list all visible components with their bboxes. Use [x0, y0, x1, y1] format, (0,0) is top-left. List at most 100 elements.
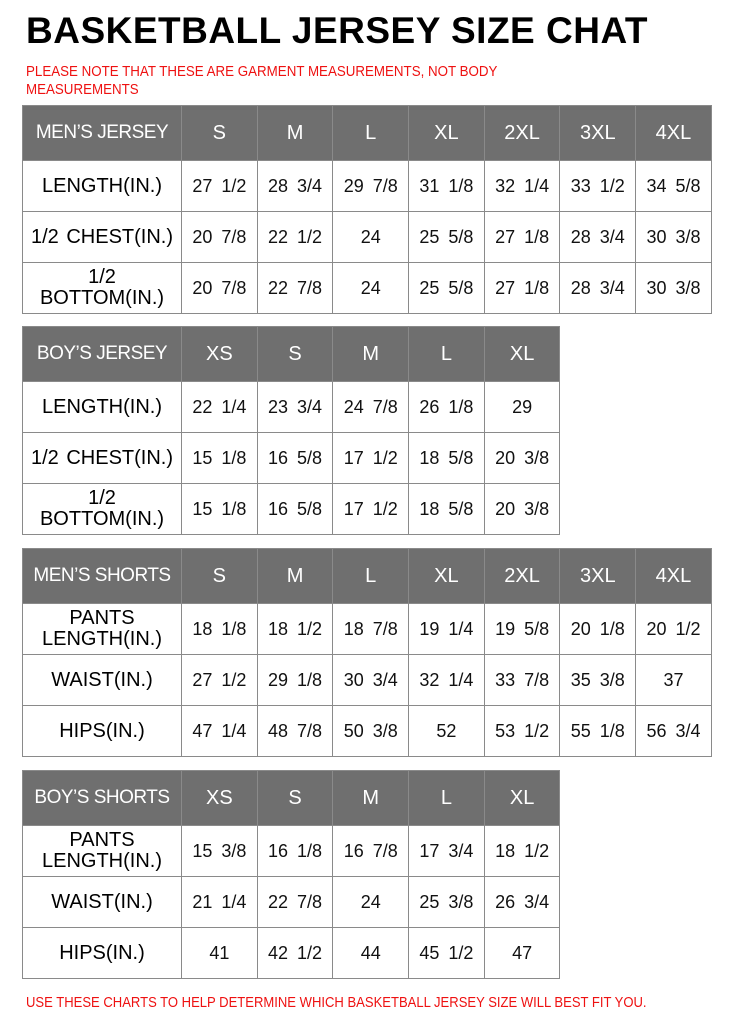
measurement-cell: 24 — [332, 876, 410, 928]
measurement-cell: 20 1/2 — [635, 603, 712, 655]
measurement-cell: 20 3/8 — [483, 432, 561, 484]
measurement-cell: 24 — [332, 262, 410, 314]
measurement-cell: 17 1/2 — [332, 432, 410, 484]
header-row: MEN’S JERSEY S M L XL 2XL 3XL 4XL — [22, 105, 712, 161]
measurement-cell: 29 — [483, 381, 561, 433]
measurement-cell: 30 3/8 — [635, 211, 712, 263]
table-row: PANTS LENGTH(IN.) 18 1/8 18 1/2 18 7/8 19 1/… — [22, 603, 712, 655]
size-header: L — [332, 548, 410, 604]
table-row: 1/2 BOTTOM(IN.) 20 7/8 22 7/8 24 25 5/8 27 1/… — [22, 262, 712, 314]
measurement-cell: 29 1/8 — [256, 654, 334, 706]
measurement-cell: 25 3/8 — [408, 876, 485, 928]
measurement-cell: 24 7/8 — [332, 381, 410, 433]
size-header: XL — [483, 326, 561, 382]
measurement-cell: 33 1/2 — [559, 160, 637, 212]
size-header: L — [332, 105, 410, 161]
row-label: 1/2 BOTTOM(IN.) — [22, 483, 182, 535]
measurement-cell: 16 1/8 — [256, 825, 334, 877]
row-label: PANTS LENGTH(IN.) — [22, 825, 182, 877]
measurement-cell: 28 3/4 — [559, 211, 637, 263]
measurement-cell: 28 3/4 — [256, 160, 334, 212]
measurement-cell: 22 1/4 — [181, 381, 258, 433]
size-header: M — [256, 548, 334, 604]
header-row: MEN’S SHORTS S M L XL 2XL 3XL 4XL — [22, 548, 712, 604]
measurement-cell: 20 1/8 — [559, 603, 637, 655]
measurement-cell: 18 1/2 — [256, 603, 334, 655]
measurement-cell: 30 3/8 — [635, 262, 712, 314]
row-label: 1/2 CHEST(IN.) — [22, 432, 182, 484]
size-header: 3XL — [559, 548, 637, 604]
header-row: BOY’S SHORTS XS S M L XL — [22, 770, 561, 826]
measurement-cell: 47 1/4 — [181, 705, 258, 757]
measurement-cell: 55 1/8 — [559, 705, 637, 757]
table-row: 1/2 CHEST(IN.) 20 7/8 22 1/2 24 25 5/8 27 1/8… — [22, 211, 712, 263]
mens-shorts-table: MEN’S SHORTS S M L XL 2XL 3XL 4XL PANTS LENGTH(I… — [22, 548, 712, 757]
measurement-cell: 23 3/4 — [256, 381, 334, 433]
measurement-cell: 20 3/8 — [483, 483, 561, 535]
table-row: LENGTH(IN.) 27 1/2 28 3/4 29 7/8 31 1/8 32 1/… — [22, 160, 712, 212]
row-label: HIPS(IN.) — [22, 927, 182, 979]
measurement-cell: 45 1/2 — [408, 927, 485, 979]
measurement-cell: 18 5/8 — [408, 432, 485, 484]
row-label: PANTS LENGTH(IN.) — [22, 603, 182, 655]
table-row: HIPS(IN.) 47 1/4 48 7/8 50 3/8 52 53 1/2 55 1/… — [22, 705, 712, 757]
measurement-cell: 26 3/4 — [483, 876, 561, 928]
size-header: M — [332, 326, 410, 382]
measurement-cell: 33 7/8 — [483, 654, 561, 706]
measurement-cell: 26 1/8 — [408, 381, 485, 433]
size-header: M — [332, 770, 410, 826]
measurement-cell: 56 3/4 — [635, 705, 712, 757]
size-header: 3XL — [559, 105, 637, 161]
page-title: BASKETBALL JERSEY SIZE CHAT — [26, 10, 649, 51]
measurement-cell: 29 7/8 — [332, 160, 410, 212]
table-row: LENGTH(IN.) 22 1/4 23 3/4 24 7/8 26 1/8 29 — [22, 381, 561, 433]
measurement-cell: 25 5/8 — [408, 211, 485, 263]
measurement-cell: 16 5/8 — [256, 483, 334, 535]
measurement-cell: 18 7/8 — [332, 603, 410, 655]
measurement-cell: 50 3/8 — [332, 705, 410, 757]
measurement-cell: 27 1/2 — [181, 160, 258, 212]
boys-shorts-table: BOY’S SHORTS XS S M L XL PANTS LENGTH(IN.) 15 3… — [22, 770, 561, 979]
measurement-cell: 18 1/8 — [181, 603, 258, 655]
size-header: L — [408, 326, 485, 382]
measurement-cell: 35 3/8 — [559, 654, 637, 706]
size-header: M — [256, 105, 334, 161]
table-row: 1/2 CHEST(IN.) 15 1/8 16 5/8 17 1/2 18 5/8 20… — [22, 432, 561, 484]
row-label: LENGTH(IN.) — [22, 160, 182, 212]
measurement-cell: 19 1/4 — [408, 603, 485, 655]
measurement-cell: 16 7/8 — [332, 825, 410, 877]
size-header: 4XL — [635, 105, 712, 161]
measurement-cell: 27 1/8 — [483, 262, 561, 314]
size-header: 4XL — [635, 548, 712, 604]
measurement-cell: 44 — [332, 927, 410, 979]
measurement-cell: 32 1/4 — [408, 654, 485, 706]
measurement-cell: 37 — [635, 654, 712, 706]
measurement-cell: 17 3/4 — [408, 825, 485, 877]
measurement-cell: 17 1/2 — [332, 483, 410, 535]
size-header: 2XL — [483, 105, 561, 161]
mens-jersey-table: MEN’S JERSEY S M L XL 2XL 3XL 4XL LENGTH(IN.) 27 … — [22, 105, 712, 314]
measurement-cell: 21 1/4 — [181, 876, 258, 928]
measurement-cell: 48 7/8 — [256, 705, 334, 757]
size-header: XL — [483, 770, 561, 826]
header-row: BOY’S JERSEY XS S M L XL — [22, 326, 561, 382]
row-label: WAIST(IN.) — [22, 654, 182, 706]
measurement-note: PLEASE NOTE THAT THESE ARE GARMENT MEASU… — [26, 64, 498, 98]
measurement-cell: 52 — [408, 705, 485, 757]
measurement-cell: 19 5/8 — [483, 603, 561, 655]
size-header: L — [408, 770, 485, 826]
size-header: XS — [181, 770, 258, 826]
table-row: WAIST(IN.) 21 1/4 22 7/8 24 25 3/8 26 3/4 — [22, 876, 561, 928]
table-title: BOY’S SHORTS — [22, 770, 182, 826]
measurement-cell: 24 — [332, 211, 410, 263]
measurement-cell: 18 1/2 — [483, 825, 561, 877]
footer-note: USE THESE CHARTS TO HELP DETERMINE WHICH… — [26, 995, 647, 1011]
size-header: XS — [181, 326, 258, 382]
measurement-cell: 32 1/4 — [483, 160, 561, 212]
measurement-cell: 27 1/8 — [483, 211, 561, 263]
table-row: 1/2 BOTTOM(IN.) 15 1/8 16 5/8 17 1/2 18 5/8 2… — [22, 483, 561, 535]
measurement-cell: 53 1/2 — [483, 705, 561, 757]
table-row: PANTS LENGTH(IN.) 15 3/8 16 1/8 16 7/8 17 3/… — [22, 825, 561, 877]
measurement-cell: 28 3/4 — [559, 262, 637, 314]
size-header: S — [256, 770, 334, 826]
